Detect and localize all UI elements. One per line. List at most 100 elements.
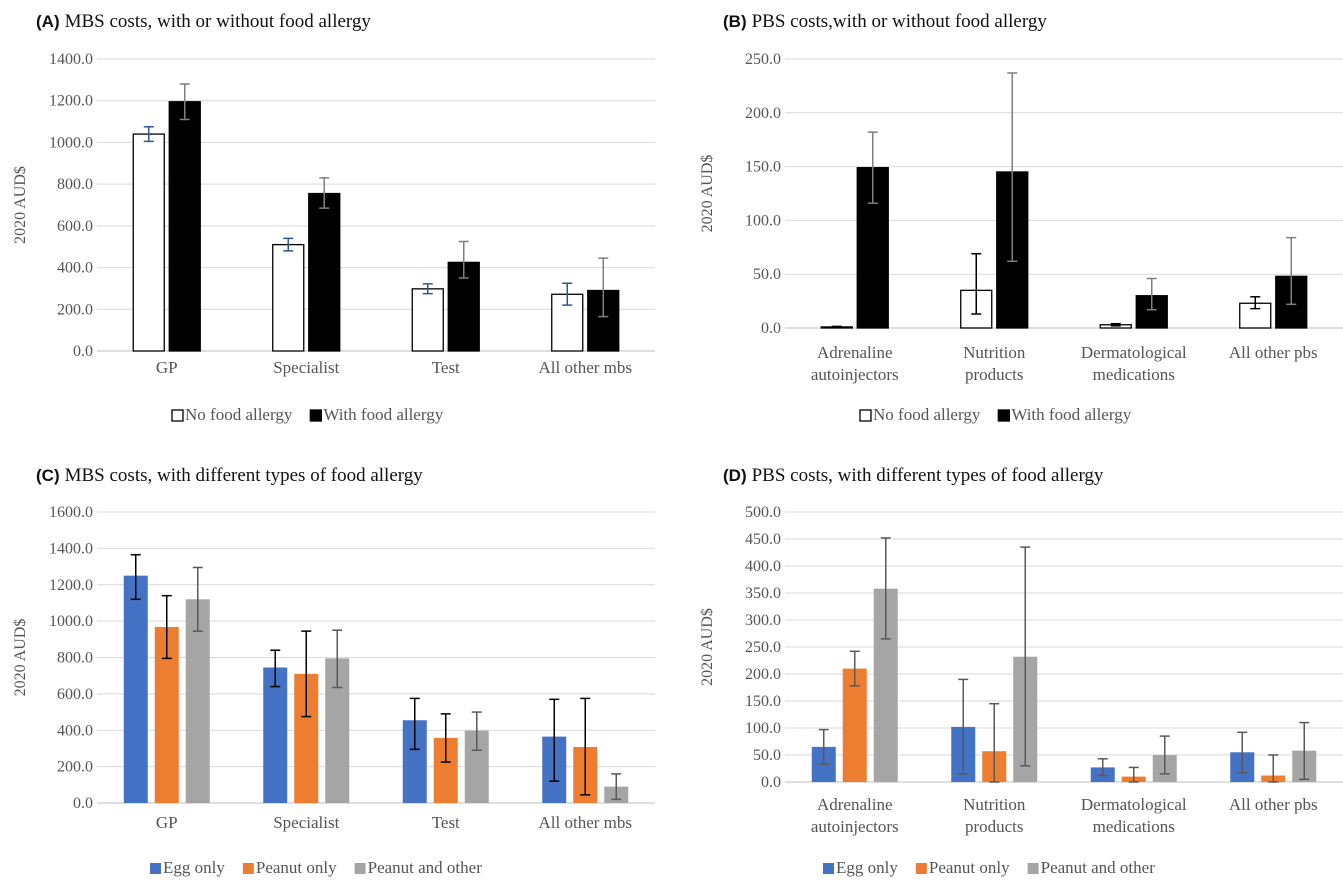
y-tick-label: 350.0 — [745, 585, 781, 602]
panel-letter: (C) — [36, 466, 60, 485]
y-tick-label: 1600.0 — [49, 504, 93, 521]
y-tick-label: 0.0 — [73, 795, 93, 812]
x-tick-label: Adrenaline — [817, 795, 893, 814]
legend-label: With food allergy — [1011, 405, 1131, 424]
y-tick-label: 1200.0 — [49, 577, 93, 594]
y-tick-label: 0.0 — [761, 320, 781, 337]
legend-label: With food allergy — [323, 405, 443, 424]
legend-label: No food allergy — [873, 405, 981, 424]
y-tick-label: 500.0 — [745, 504, 781, 521]
legend-swatch — [242, 863, 254, 874]
x-tick-label: GP — [156, 813, 178, 832]
x-tick-label: Adrenaline — [817, 343, 893, 362]
bar-no-food-allergy — [132, 133, 165, 352]
y-tick-label: 0.0 — [73, 343, 93, 360]
chart-title: (B) PBS costs,with or without food allerg… — [723, 11, 1047, 32]
bar-peanut-only — [842, 668, 867, 782]
legend-swatch — [309, 409, 322, 422]
bar-egg-only — [123, 575, 148, 803]
legend-swatch — [823, 863, 834, 874]
y-tick-label: 50.0 — [753, 266, 781, 283]
y-tick-label: 150.0 — [745, 159, 781, 176]
legend-swatch — [915, 863, 927, 874]
x-tick-label: products — [965, 817, 1024, 836]
x-tick-label: Specialist — [273, 813, 339, 832]
x-tick-label: autoinjectors — [811, 817, 899, 836]
y-tick-label: 250.0 — [745, 51, 781, 68]
x-tick-label: All other pbs — [1229, 795, 1318, 814]
x-tick-label: products — [965, 365, 1024, 384]
x-tick-label: Nutrition — [963, 343, 1026, 362]
chart-title: (D) PBS costs, with different types of fo… — [723, 465, 1104, 486]
legend-label: Egg only — [163, 858, 225, 877]
y-tick-label: 50.0 — [753, 747, 781, 764]
y-tick-label: 200.0 — [745, 666, 781, 683]
x-tick-label: All other mbs — [539, 358, 633, 377]
y-tick-label: 1000.0 — [49, 134, 93, 151]
y-tick-label: 150.0 — [745, 693, 781, 710]
y-tick-label: 300.0 — [745, 612, 781, 629]
chart-panel-a: (A) MBS costs, with or without food aller… — [12, 11, 655, 424]
x-tick-label: GP — [156, 358, 178, 377]
y-tick-label: 200.0 — [745, 105, 781, 122]
y-axis-label: 2020 AUD$ — [699, 608, 716, 686]
y-tick-label: 800.0 — [57, 176, 93, 193]
bar-egg-only — [263, 667, 288, 803]
chart-panel-b: (B) PBS costs,with or without food allerg… — [699, 11, 1343, 424]
y-tick-label: 100.0 — [745, 720, 781, 737]
chart-panel-d: (D) PBS costs, with different types of fo… — [699, 465, 1343, 877]
panel-title-text: MBS costs, with different types of food … — [65, 465, 424, 486]
legend-label: No food allergy — [185, 405, 293, 424]
y-tick-label: 100.0 — [745, 212, 781, 229]
y-tick-label: 400.0 — [57, 260, 93, 277]
y-tick-label: 400.0 — [57, 722, 93, 739]
bar-peanut-and-other — [185, 599, 210, 803]
y-tick-label: 450.0 — [745, 531, 781, 548]
legend-swatch — [354, 863, 366, 874]
y-axis-label: 2020 AUD$ — [12, 166, 29, 244]
legend-label: Peanut and other — [1041, 858, 1156, 877]
y-tick-label: 1400.0 — [49, 540, 93, 557]
y-tick-label: 200.0 — [57, 759, 93, 776]
y-tick-label: 200.0 — [57, 301, 93, 318]
chart-panel-c: (C) MBS costs, with different types of fo… — [12, 465, 655, 877]
x-tick-label: Dermatological — [1081, 795, 1187, 814]
x-tick-label: Test — [432, 358, 460, 377]
legend-swatch — [1027, 863, 1039, 874]
chart-title: (C) MBS costs, with different types of fo… — [36, 465, 423, 486]
y-tick-label: 400.0 — [745, 558, 781, 575]
legend-label: Egg only — [836, 858, 898, 877]
x-tick-label: Specialist — [273, 358, 339, 377]
panel-letter: (B) — [723, 12, 747, 31]
x-tick-label: All other mbs — [539, 813, 633, 832]
y-axis-label: 2020 AUD$ — [699, 155, 716, 233]
y-tick-label: 1200.0 — [49, 93, 93, 110]
y-axis-label: 2020 AUD$ — [12, 619, 29, 697]
x-tick-label: autoinjectors — [811, 365, 899, 384]
x-tick-label: medications — [1093, 365, 1175, 384]
legend-label: Peanut only — [929, 858, 1010, 877]
legend-label: Peanut only — [256, 858, 337, 877]
x-tick-label: medications — [1093, 817, 1175, 836]
legend-label: Peanut and other — [368, 858, 483, 877]
legend-swatch — [150, 863, 161, 874]
panel-title-text: MBS costs, with or without food allergy — [65, 11, 372, 32]
y-tick-label: 800.0 — [57, 650, 93, 667]
panel-title-text: PBS costs,with or without food allergy — [752, 11, 1048, 32]
x-tick-label: Test — [432, 813, 460, 832]
panel-letter: (A) — [36, 12, 60, 31]
y-tick-label: 600.0 — [57, 686, 93, 703]
x-tick-label: All other pbs — [1229, 343, 1318, 362]
y-tick-label: 1000.0 — [49, 613, 93, 630]
bar-no-food-allergy — [272, 243, 305, 352]
bar-with-food-allergy — [308, 192, 341, 352]
y-tick-label: 0.0 — [761, 774, 781, 791]
panel-title-text: PBS costs, with different types of food … — [752, 465, 1104, 486]
y-tick-label: 600.0 — [57, 218, 93, 235]
y-tick-label: 250.0 — [745, 639, 781, 656]
legend-swatch — [997, 409, 1010, 422]
chart-title: (A) MBS costs, with or without food aller… — [36, 11, 371, 32]
legend-swatch — [859, 409, 872, 422]
x-tick-label: Nutrition — [963, 795, 1026, 814]
